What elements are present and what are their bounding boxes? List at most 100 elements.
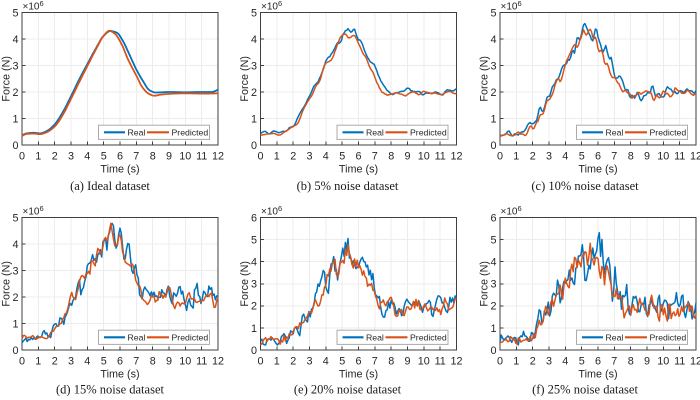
svg-text:×106: ×106 (261, 204, 282, 218)
svg-text:Real: Real (366, 333, 384, 343)
svg-text:6: 6 (355, 355, 361, 367)
svg-text:4: 4 (12, 239, 18, 251)
svg-text:6: 6 (117, 355, 123, 367)
svg-text:3: 3 (546, 150, 552, 162)
svg-text:9: 9 (644, 150, 650, 162)
svg-text:Real: Real (128, 333, 146, 343)
svg-text:9: 9 (644, 355, 650, 367)
svg-text:×106: ×106 (23, 204, 44, 218)
svg-text:5: 5 (490, 7, 496, 19)
svg-text:3: 3 (251, 60, 257, 72)
svg-text:2: 2 (251, 87, 257, 99)
svg-text:11: 11 (435, 150, 446, 162)
svg-text:2: 2 (530, 150, 536, 162)
svg-text:1: 1 (490, 113, 496, 125)
svg-text:11: 11 (196, 150, 207, 162)
svg-text:2: 2 (251, 301, 257, 313)
svg-text:1: 1 (251, 113, 257, 125)
svg-text:Force (N): Force (N) (479, 56, 491, 102)
svg-text:(d) 15% noise dataset: (d) 15% noise dataset (56, 382, 164, 396)
svg-text:12: 12 (212, 355, 224, 367)
svg-text:Predicted: Predicted (172, 333, 209, 343)
svg-text:3: 3 (251, 279, 257, 291)
svg-text:11: 11 (435, 355, 446, 367)
svg-text:6: 6 (355, 150, 361, 162)
svg-text:10: 10 (418, 150, 430, 162)
svg-text:6: 6 (117, 150, 123, 162)
svg-text:1: 1 (513, 150, 519, 162)
svg-text:Real: Real (366, 128, 384, 138)
svg-text:Predicted: Predicted (172, 128, 209, 138)
svg-text:8: 8 (388, 355, 394, 367)
svg-text:5: 5 (339, 355, 345, 367)
svg-text:3: 3 (68, 355, 74, 367)
svg-text:×106: ×106 (23, 0, 44, 12)
svg-text:6: 6 (490, 212, 496, 224)
svg-text:2: 2 (12, 292, 18, 304)
svg-text:11: 11 (196, 355, 207, 367)
svg-text:4: 4 (12, 34, 18, 46)
svg-text:4: 4 (323, 150, 329, 162)
svg-text:Predicted: Predicted (410, 333, 447, 343)
svg-text:×106: ×106 (501, 0, 522, 12)
svg-text:12: 12 (690, 355, 700, 367)
svg-text:8: 8 (150, 150, 156, 162)
svg-text:5: 5 (579, 150, 585, 162)
svg-text:4: 4 (84, 355, 90, 367)
svg-text:1: 1 (274, 355, 280, 367)
svg-text:12: 12 (690, 150, 700, 162)
svg-text:1: 1 (35, 150, 41, 162)
svg-text:3: 3 (12, 60, 18, 72)
svg-text:6: 6 (595, 150, 601, 162)
svg-text:11: 11 (674, 150, 685, 162)
svg-text:0: 0 (12, 140, 18, 152)
svg-text:Force (N): Force (N) (239, 56, 251, 102)
svg-text:3: 3 (490, 279, 496, 291)
svg-text:Time (s): Time (s) (578, 164, 617, 176)
svg-text:Real: Real (606, 333, 624, 343)
svg-text:0: 0 (497, 355, 503, 367)
svg-text:3: 3 (12, 265, 18, 277)
svg-text:7: 7 (611, 355, 617, 367)
svg-text:8: 8 (150, 355, 156, 367)
svg-text:6: 6 (595, 355, 601, 367)
svg-text:5: 5 (579, 355, 585, 367)
svg-text:7: 7 (133, 150, 139, 162)
svg-text:5: 5 (12, 212, 18, 224)
svg-text:2: 2 (52, 355, 58, 367)
svg-text:1: 1 (251, 323, 257, 335)
svg-text:Force (N): Force (N) (1, 56, 13, 102)
svg-text:2: 2 (52, 150, 58, 162)
svg-text:4: 4 (562, 355, 568, 367)
svg-text:3: 3 (490, 60, 496, 72)
svg-text:×106: ×106 (261, 0, 282, 12)
svg-text:3: 3 (306, 355, 312, 367)
svg-text:4: 4 (490, 257, 496, 269)
svg-text:5: 5 (490, 234, 496, 246)
svg-text:10: 10 (418, 355, 430, 367)
svg-text:0: 0 (257, 355, 263, 367)
svg-text:9: 9 (166, 355, 172, 367)
svg-text:Predicted: Predicted (410, 128, 447, 138)
svg-text:5: 5 (101, 150, 107, 162)
svg-text:Time (s): Time (s) (339, 369, 378, 381)
svg-text:0: 0 (19, 150, 25, 162)
svg-text:(a) Ideal dataset: (a) Ideal dataset (70, 179, 150, 193)
svg-text:4: 4 (323, 355, 329, 367)
svg-text:5: 5 (251, 234, 257, 246)
svg-text:2: 2 (490, 301, 496, 313)
svg-text:3: 3 (306, 150, 312, 162)
svg-text:3: 3 (68, 150, 74, 162)
svg-text:Time (s): Time (s) (100, 369, 139, 381)
svg-text:Real: Real (606, 128, 624, 138)
svg-text:9: 9 (404, 150, 410, 162)
svg-text:9: 9 (404, 355, 410, 367)
svg-text:4: 4 (251, 257, 257, 269)
svg-text:12: 12 (212, 150, 224, 162)
svg-text:2: 2 (12, 87, 18, 99)
svg-text:Time (s): Time (s) (578, 369, 617, 381)
svg-text:12: 12 (450, 355, 462, 367)
svg-text:1: 1 (35, 355, 41, 367)
svg-text:10: 10 (657, 355, 669, 367)
svg-text:7: 7 (372, 355, 378, 367)
